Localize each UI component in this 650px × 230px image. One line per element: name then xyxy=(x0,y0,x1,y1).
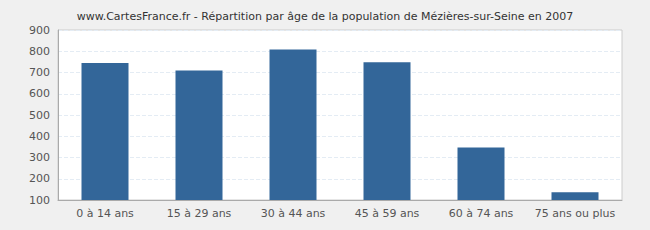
svg-text:30 à 44 ans: 30 à 44 ans xyxy=(261,207,326,220)
svg-text:700: 700 xyxy=(29,66,50,79)
svg-text:100: 100 xyxy=(29,194,50,207)
svg-text:600: 600 xyxy=(29,87,50,100)
svg-text:15 à 29 ans: 15 à 29 ans xyxy=(167,207,232,220)
svg-text:www.CartesFrance.fr - Répartit: www.CartesFrance.fr - Répartition par âg… xyxy=(77,10,574,23)
svg-text:0 à 14 ans: 0 à 14 ans xyxy=(76,207,134,220)
svg-text:60 à 74 ans: 60 à 74 ans xyxy=(449,207,514,220)
svg-text:400: 400 xyxy=(29,130,50,143)
svg-text:500: 500 xyxy=(29,109,50,122)
svg-text:45 à 59 ans: 45 à 59 ans xyxy=(355,207,420,220)
svg-text:200: 200 xyxy=(29,172,50,185)
svg-text:900: 900 xyxy=(29,24,50,37)
svg-text:300: 300 xyxy=(29,151,50,164)
svg-text:800: 800 xyxy=(29,45,50,58)
svg-text:75 ans ou plus: 75 ans ou plus xyxy=(535,207,616,220)
